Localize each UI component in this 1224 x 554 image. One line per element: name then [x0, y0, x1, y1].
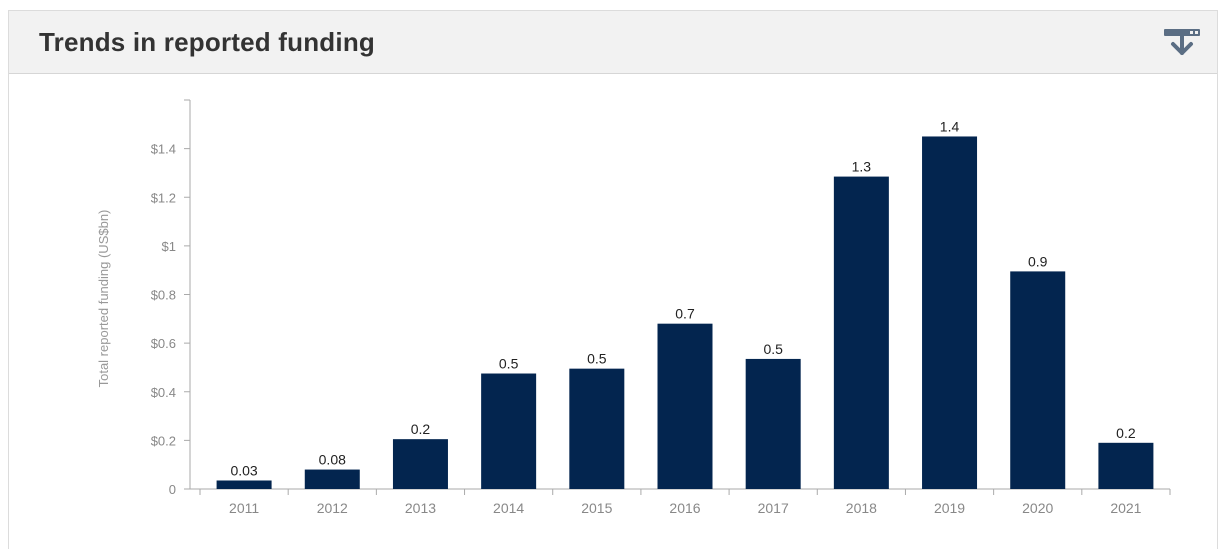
x-tick-label: 2017: [758, 500, 789, 516]
bar-2019: [922, 136, 978, 489]
y-axis: 0 $0.2 $0.4 $0.6 $0.8 $1 $1.2 $1.4: [151, 99, 191, 497]
x-tick-label: 2013: [405, 500, 436, 516]
x-axis: 2011 2012 2013 2014 2015 2016 2017 2018 2019 2020…: [190, 488, 1171, 516]
data-label-2011: 0.03: [230, 462, 257, 478]
data-label-2014: 0.5: [499, 356, 519, 372]
y-axis-label: Total reported funding (US$bn): [96, 210, 111, 388]
bar-2020: [1010, 271, 1066, 489]
y-tick-label: 0: [169, 482, 176, 497]
x-tick-label: 2011: [229, 500, 259, 516]
bar-2014: [481, 373, 537, 489]
x-tick-label: 2021: [1110, 500, 1141, 516]
x-tick-label: 2019: [934, 500, 965, 516]
chart-title: Trends in reported funding: [39, 27, 375, 57]
x-tick-label: 2012: [317, 500, 348, 516]
x-tick-label: 2015: [581, 500, 612, 516]
bar-2015: [569, 368, 625, 489]
data-label-2019: 1.4: [940, 118, 960, 134]
x-tick-label: 2018: [846, 500, 877, 516]
data-label-2015: 0.5: [587, 351, 607, 367]
data-labels: 0.03 0.08 0.2 0.5 0.5 0.7 0.5 1.3 1.4 0.9 0.2: [230, 118, 1135, 478]
data-label-2013: 0.2: [411, 421, 431, 437]
download-icon: [1164, 29, 1200, 55]
y-tick-label: $0.2: [151, 433, 176, 448]
data-label-2020: 0.9: [1028, 253, 1048, 269]
bar-2011: [216, 480, 272, 489]
data-label-2018: 1.3: [852, 159, 872, 175]
bar-2016: [657, 323, 713, 489]
data-label-2021: 0.2: [1116, 425, 1136, 441]
data-label-2016: 0.7: [675, 306, 695, 322]
panel-header: Trends in reported funding: [9, 11, 1217, 74]
download-button[interactable]: [1161, 23, 1205, 59]
y-tick-label: $0.6: [151, 336, 176, 351]
data-label-2012: 0.08: [319, 452, 346, 468]
y-tick-label: $1: [162, 239, 176, 254]
bar-2018: [833, 176, 889, 489]
bar-2013: [392, 439, 448, 489]
y-tick-label: $1.4: [151, 142, 176, 157]
bar-2012: [304, 469, 360, 489]
bar-2017: [745, 358, 801, 489]
data-label-2017: 0.5: [763, 341, 783, 357]
y-tick-label: $1.2: [151, 190, 176, 205]
y-tick-label: $0.8: [151, 288, 176, 303]
bar-series: [216, 136, 1154, 489]
x-tick-label: 2014: [493, 500, 524, 516]
x-tick-label: 2020: [1022, 500, 1053, 516]
y-tick-label: $0.4: [151, 385, 176, 400]
bar-2021: [1098, 442, 1154, 489]
x-tick-label: 2016: [669, 500, 700, 516]
